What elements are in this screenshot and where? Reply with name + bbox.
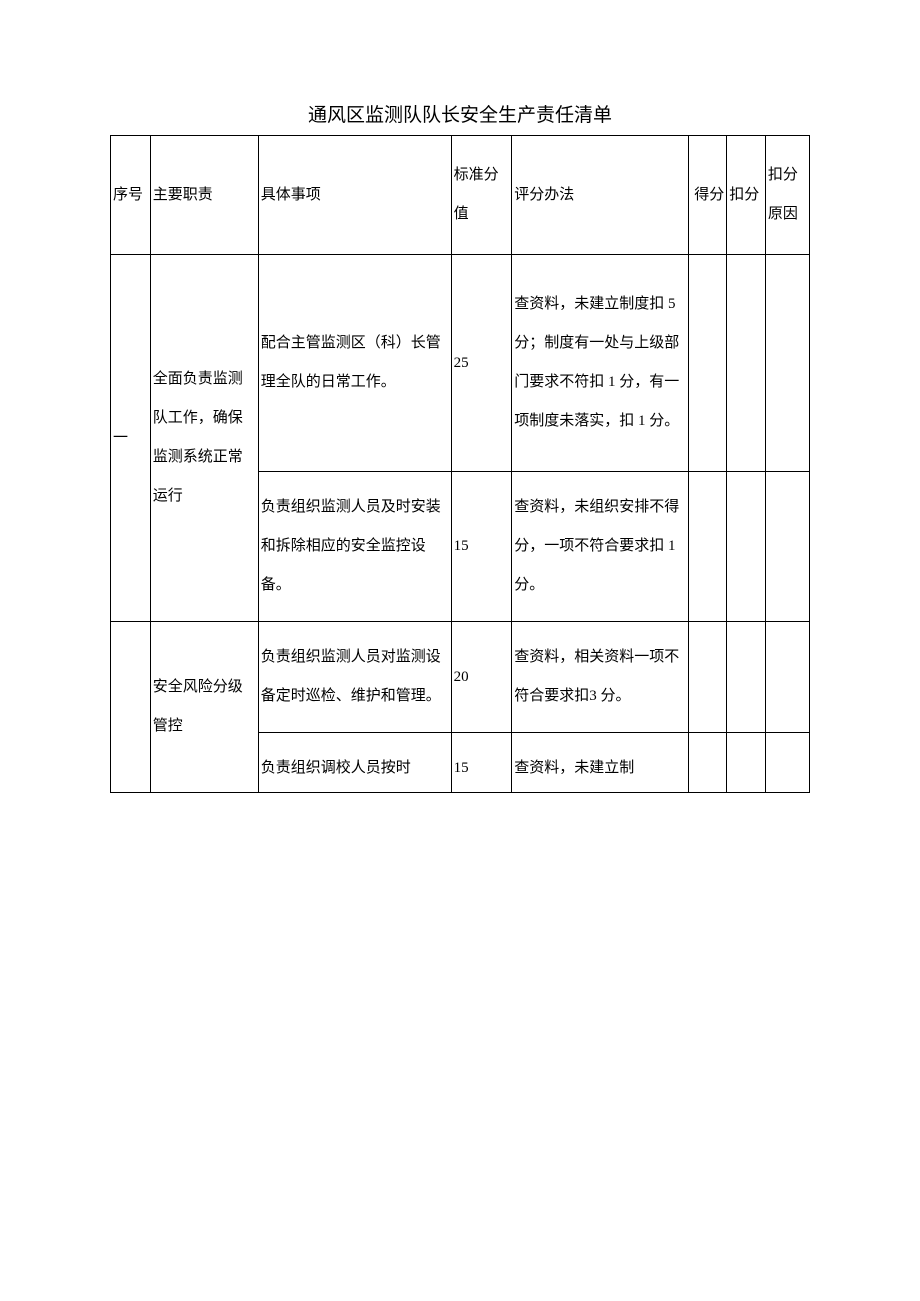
- cell-reason: [765, 472, 809, 622]
- responsibility-table: 序号 主要职责 具体事项 标准分值 评分办法 得分 扣分 扣分原因 一 全面负责…: [110, 135, 810, 793]
- cell-item: 负责组织监测人员及时安装和拆除相应的安全监控设备。: [258, 472, 451, 622]
- cell-method: 查资料，未建立制: [512, 733, 688, 793]
- col-duty-header: 主要职责: [150, 136, 258, 255]
- document-title: 通风区监测队队长安全生产责任清单: [110, 100, 810, 127]
- cell-score: 15: [451, 472, 512, 622]
- table-row: 一 全面负责监测队工作，确保监测系统正常运行 配合主管监测区（科）长管理全队的日…: [111, 255, 810, 472]
- cell-get: [688, 622, 727, 733]
- cell-deduct: [727, 733, 766, 793]
- cell-method: 查资料，相关资料一项不符合要求扣3 分。: [512, 622, 688, 733]
- cell-item: 配合主管监测区（科）长管理全队的日常工作。: [258, 255, 451, 472]
- cell-score: 20: [451, 622, 512, 733]
- cell-score: 25: [451, 255, 512, 472]
- col-method-header: 评分办法: [512, 136, 688, 255]
- cell-deduct: [727, 622, 766, 733]
- col-item-header: 具体事项: [258, 136, 451, 255]
- cell-reason: [765, 622, 809, 733]
- cell-item: 负责组织调校人员按时: [258, 733, 451, 793]
- cell-duty: 安全风险分级管控: [150, 622, 258, 793]
- col-score-header: 标准分值: [451, 136, 512, 255]
- cell-seq: [111, 622, 151, 793]
- col-get-header: 得分: [688, 136, 727, 255]
- col-deduct-header: 扣分: [727, 136, 766, 255]
- cell-get: [688, 733, 727, 793]
- cell-reason: [765, 255, 809, 472]
- cell-duty: 全面负责监测队工作，确保监测系统正常运行: [150, 255, 258, 622]
- table-row: 安全风险分级管控 负责组织监测人员对监测设备定时巡检、维护和管理。 20 查资料…: [111, 622, 810, 733]
- cell-reason: [765, 733, 809, 793]
- cell-get: [688, 255, 727, 472]
- col-reason-header: 扣分原因: [765, 136, 809, 255]
- cell-get: [688, 472, 727, 622]
- cell-method: 查资料，未组织安排不得分，一项不符合要求扣 1 分。: [512, 472, 688, 622]
- cell-item: 负责组织监测人员对监测设备定时巡检、维护和管理。: [258, 622, 451, 733]
- table-header-row: 序号 主要职责 具体事项 标准分值 评分办法 得分 扣分 扣分原因: [111, 136, 810, 255]
- cell-deduct: [727, 255, 766, 472]
- col-seq-header: 序号: [111, 136, 151, 255]
- cell-method: 查资料，未建立制度扣 5 分；制度有一处与上级部门要求不符扣 1 分，有一项制度…: [512, 255, 688, 472]
- cell-score: 15: [451, 733, 512, 793]
- cell-seq: 一: [111, 255, 151, 622]
- cell-deduct: [727, 472, 766, 622]
